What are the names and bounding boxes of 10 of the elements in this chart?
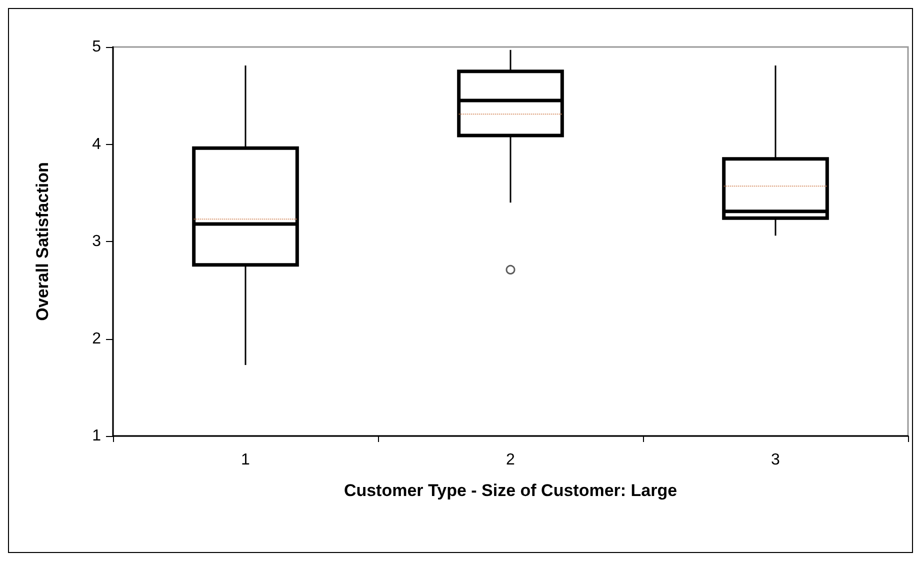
y-tick-label: 4 — [92, 136, 102, 153]
y-tick-label: 3 — [92, 233, 102, 250]
y-tick-label: 1 — [92, 428, 102, 444]
x-tick-label: 3 — [771, 452, 780, 468]
x-tick-label: 1 — [241, 452, 250, 468]
y-tick-label: 5 — [92, 38, 102, 56]
y-tick-label: 2 — [92, 330, 102, 348]
x-axis-title: Customer Type - Size of Customer: Large — [344, 481, 678, 500]
x-tick-label: 2 — [506, 452, 516, 468]
y-axis-title: Overall Satisfaction — [33, 162, 52, 321]
